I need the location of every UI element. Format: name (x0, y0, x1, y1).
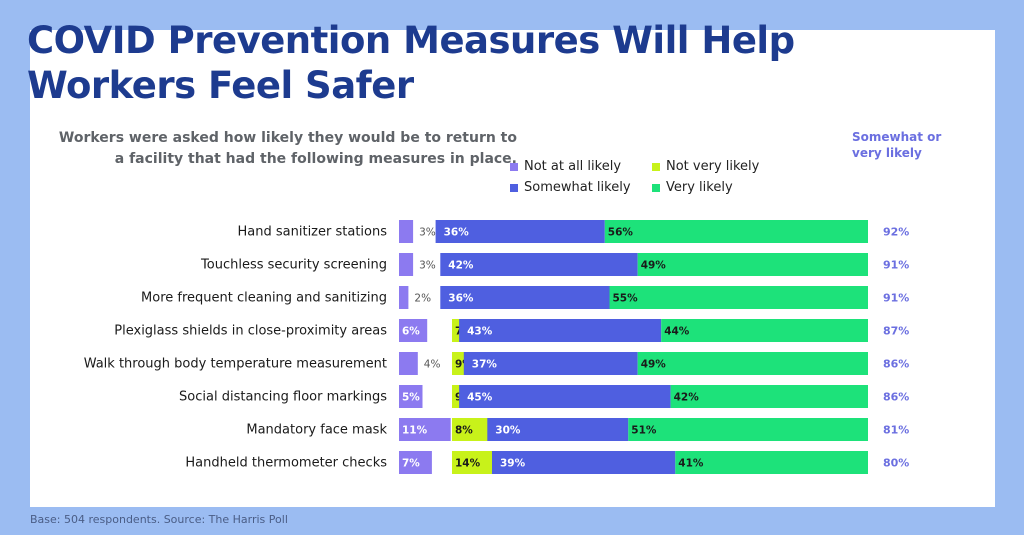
bar-somewhat (459, 385, 671, 408)
bar-somewhat (463, 352, 638, 375)
bar-somewhat (492, 451, 676, 474)
value-label: 43% (467, 326, 493, 338)
bar-not-at-all (399, 253, 414, 276)
value-label: 45% (467, 392, 493, 404)
legend-swatch (652, 163, 660, 171)
bar-very (637, 253, 868, 276)
value-label: 3% (419, 260, 436, 272)
bar-not-at-all (399, 286, 409, 309)
total-label: 87% (883, 325, 909, 338)
footer-note: Base: 504 respondents. Source: The Harri… (30, 513, 288, 526)
legend-item-somewhat: Somewhat likely (510, 180, 631, 196)
bar-not-at-all (399, 352, 418, 375)
value-label: 6% (402, 326, 420, 338)
value-label: 4% (424, 359, 441, 371)
value-label: 37% (472, 359, 498, 371)
bar-very (637, 352, 868, 375)
legend-swatch (510, 184, 518, 192)
value-label: 7% (402, 458, 420, 470)
value-label: 5% (402, 392, 420, 404)
category-label: Touchless security screening (200, 258, 387, 273)
total-label: 86% (883, 358, 909, 371)
value-label: 56% (608, 227, 634, 239)
legend-label: Somewhat likely (524, 180, 631, 195)
value-label: 11% (402, 425, 428, 437)
bar-not-at-all (399, 385, 423, 408)
value-label: 42% (674, 392, 700, 404)
bar-not-very (452, 418, 490, 441)
bar-very (609, 286, 868, 309)
legend-label: Very likely (666, 180, 733, 195)
category-label: Walk through body temperature measuremen… (84, 357, 387, 372)
chart-title: COVID Prevention Measures Will Help Work… (27, 19, 795, 107)
bar-not-at-all (399, 319, 428, 342)
bar-somewhat (440, 286, 610, 309)
value-label: 3% (419, 227, 436, 239)
bar-somewhat (459, 319, 662, 342)
value-label: 49% (641, 359, 667, 371)
category-label: More frequent cleaning and sanitizing (141, 291, 387, 306)
bar-very (604, 220, 868, 243)
total-label: 92% (883, 226, 909, 239)
value-label: 2% (414, 293, 431, 305)
value-label: 39% (500, 458, 526, 470)
legend-swatch (652, 184, 660, 192)
totals-header: Somewhat or very likely (852, 130, 942, 160)
legend-label: Not at all likely (524, 159, 622, 174)
legend-item-not-at-all: Not at all likely (510, 159, 621, 175)
value-label: 41% (678, 458, 704, 470)
value-label: 55% (613, 293, 639, 305)
value-label: 30% (495, 425, 521, 437)
category-label: Hand sanitizer stations (238, 225, 388, 240)
total-label: 91% (883, 292, 909, 305)
bar-somewhat (440, 253, 638, 276)
value-label: 42% (448, 260, 474, 272)
value-label: 51% (631, 425, 657, 437)
value-label: 49% (641, 260, 667, 272)
bar-very (628, 418, 868, 441)
legend-item-very: Very likely (652, 180, 733, 196)
value-label: 36% (448, 293, 474, 305)
category-label: Plexiglass shields in close-proximity ar… (114, 324, 387, 339)
value-label: 14% (455, 458, 481, 470)
total-label: 91% (883, 259, 909, 272)
bar-very (670, 385, 868, 408)
bar-somewhat (487, 418, 629, 441)
bar-very (661, 319, 868, 342)
bar-somewhat (435, 220, 605, 243)
chart-subtitle: Workers were asked how likely they would… (58, 130, 517, 167)
total-label: 81% (883, 424, 909, 437)
total-label: 80% (883, 457, 909, 470)
bar-not-at-all (399, 451, 432, 474)
bar-not-at-all (399, 220, 414, 243)
value-label: 44% (664, 326, 690, 338)
legend-label: Not very likely (666, 159, 760, 174)
total-label: 86% (883, 391, 909, 404)
value-label: 36% (444, 227, 470, 239)
category-label: Social distancing floor markings (179, 390, 387, 405)
bar-not-at-all (399, 418, 451, 441)
value-label: 8% (455, 425, 473, 437)
category-label: Mandatory face mask (246, 423, 387, 438)
bar-very (675, 451, 868, 474)
category-label: Handheld thermometer checks (185, 456, 387, 471)
legend-item-not-very: Not very likely (652, 159, 759, 175)
legend-swatch (510, 163, 518, 171)
